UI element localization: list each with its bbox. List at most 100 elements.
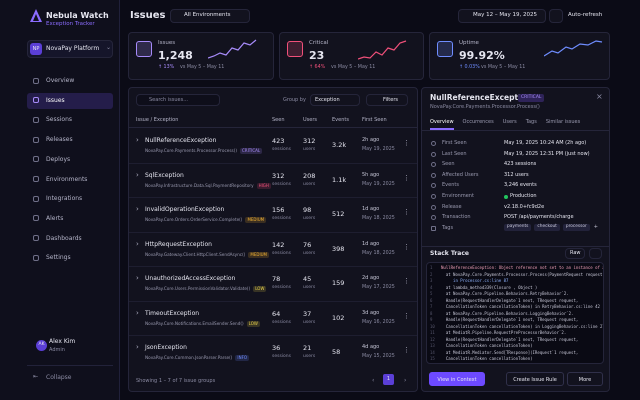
tag-chip[interactable]: payments xyxy=(504,223,532,232)
nav-icon xyxy=(33,116,39,123)
detail-tab[interactable]: Occurrences xyxy=(462,119,494,125)
row-menu[interactable]: ⋮ xyxy=(403,173,410,182)
seen-count: 142 xyxy=(272,240,285,249)
stack-line: at MediatR.Pipeline.RequestPreProcessorB… xyxy=(441,330,567,335)
nav-icon xyxy=(33,77,39,84)
seen-count: 36 xyxy=(272,344,281,352)
filters-button[interactable] xyxy=(366,94,408,106)
row-menu[interactable]: ⋮ xyxy=(403,277,410,285)
seen-unit: sessions xyxy=(272,285,292,290)
users-unit: users xyxy=(303,181,316,187)
expand-chevron[interactable]: › xyxy=(136,274,139,282)
severity-badge: MEDIUM xyxy=(245,217,267,223)
expand-chevron[interactable]: › xyxy=(136,136,139,144)
stack-line: CancellationToken cancellationToken) in … xyxy=(441,323,604,329)
action-button[interactable]: More xyxy=(567,372,603,386)
field-label: First Seen xyxy=(442,140,467,146)
nav-item[interactable]: Environments xyxy=(46,175,88,183)
auto-refresh[interactable]: Auto-refresh xyxy=(568,12,603,18)
first-seen-age: 1d ago xyxy=(362,206,380,212)
raw-button[interactable] xyxy=(565,248,585,259)
nav-item[interactable]: Dashboards xyxy=(46,234,82,242)
row-divider xyxy=(129,300,417,302)
next-page[interactable]: › xyxy=(404,377,407,384)
issue-name[interactable]: InvalidOperationException xyxy=(145,206,225,213)
detail-tab[interactable]: Users xyxy=(502,119,517,125)
search-input[interactable] xyxy=(136,94,220,106)
environment-value: All Environments xyxy=(184,12,231,18)
workspace-switcher[interactable] xyxy=(27,40,113,58)
action-button[interactable]: Create Issue Rule xyxy=(506,372,564,386)
issue-name[interactable]: UnauthorizedAccessException xyxy=(145,275,236,282)
tag-chip[interactable]: processor xyxy=(562,223,590,232)
detail-tab[interactable]: Overview xyxy=(430,119,454,125)
line-number: 4 xyxy=(430,284,433,290)
seen-unit: sessions xyxy=(272,147,292,152)
tag-more[interactable]: + xyxy=(593,223,598,230)
nav-item[interactable]: Releases xyxy=(46,136,73,144)
column-header[interactable]: Events xyxy=(332,117,349,123)
line-number: 11 xyxy=(430,330,435,335)
stack-line: Handle(RequestHandlerDelegate`1 next, TR… xyxy=(441,317,579,322)
severity-badge: LOW xyxy=(246,320,260,327)
detail-tab[interactable]: Similar issues xyxy=(545,119,581,125)
row-menu[interactable]: ⋮ xyxy=(403,311,410,320)
user-name[interactable]: Alex Kim xyxy=(49,338,76,345)
page-title: Issues xyxy=(130,10,166,21)
environment-select[interactable] xyxy=(170,9,250,23)
first-seen-age: 3d ago xyxy=(362,309,380,316)
detail-tab[interactable]: Tags xyxy=(525,119,537,125)
nav-item[interactable]: Settings xyxy=(46,254,71,262)
issue-name[interactable]: JsonException xyxy=(145,344,187,351)
row-menu[interactable]: ⋮ xyxy=(403,139,410,147)
prev-page[interactable]: ‹ xyxy=(372,377,375,384)
close-button[interactable]: × xyxy=(596,92,603,101)
collapse-button[interactable]: Collapse xyxy=(46,374,72,381)
stat-value: 23 xyxy=(309,49,325,62)
nav-item[interactable]: Integrations xyxy=(46,195,83,203)
stat-label: Uptime xyxy=(459,40,479,46)
stack-line: at lambda_method339(Closure , Object ) xyxy=(441,284,538,290)
row-menu[interactable]: ⋮ xyxy=(403,208,410,216)
page-number[interactable]: 1 xyxy=(383,374,394,385)
events-count: 512 xyxy=(332,210,345,218)
expand-chevron[interactable]: › xyxy=(136,205,139,213)
column-header[interactable]: Seen xyxy=(272,117,285,123)
column-header[interactable]: Issue / Exception xyxy=(136,117,179,123)
column-header[interactable]: Users xyxy=(303,117,318,123)
expand-chevron[interactable]: › xyxy=(136,239,139,248)
expand-chevron[interactable]: › xyxy=(136,343,139,351)
group-by-select[interactable] xyxy=(310,94,360,106)
first-seen-age: 4d ago xyxy=(362,344,380,350)
stat-card xyxy=(429,32,610,80)
field-label: Transaction xyxy=(442,214,471,221)
nav-item[interactable]: Issues xyxy=(46,96,65,104)
user-role: Admin xyxy=(49,347,65,353)
nav-item[interactable]: Alerts xyxy=(46,214,64,222)
stat-card xyxy=(128,32,274,80)
issue-name[interactable]: SqlException xyxy=(145,171,184,179)
tag-chip[interactable]: checkout xyxy=(534,223,560,232)
nav-item[interactable]: Sessions xyxy=(46,116,73,124)
refresh-button[interactable] xyxy=(549,9,563,23)
seen-count: 156 xyxy=(272,206,285,214)
copy-button[interactable] xyxy=(589,248,602,259)
expand-chevron[interactable]: › xyxy=(136,170,139,179)
nav-item[interactable]: Deploys xyxy=(46,155,71,163)
date-range-picker[interactable] xyxy=(458,9,546,23)
row-menu[interactable]: ⋮ xyxy=(403,346,410,354)
column-header[interactable]: First Seen xyxy=(362,117,387,123)
users-unit: users xyxy=(303,319,316,325)
issue-name[interactable]: TimeoutException xyxy=(145,309,200,317)
issue-name[interactable]: HttpRequestException xyxy=(145,240,212,248)
detail-title: NullReferenceException xyxy=(430,93,532,102)
row-menu[interactable]: ⋮ xyxy=(403,242,410,251)
row-divider xyxy=(129,266,417,267)
nav-item[interactable]: Overview xyxy=(46,77,75,84)
divider xyxy=(27,365,113,366)
nav-icon xyxy=(33,156,39,163)
action-button[interactable]: View in Context xyxy=(429,372,485,386)
issue-name[interactable]: NullReferenceException xyxy=(145,137,217,144)
expand-chevron[interactable]: › xyxy=(136,308,139,317)
